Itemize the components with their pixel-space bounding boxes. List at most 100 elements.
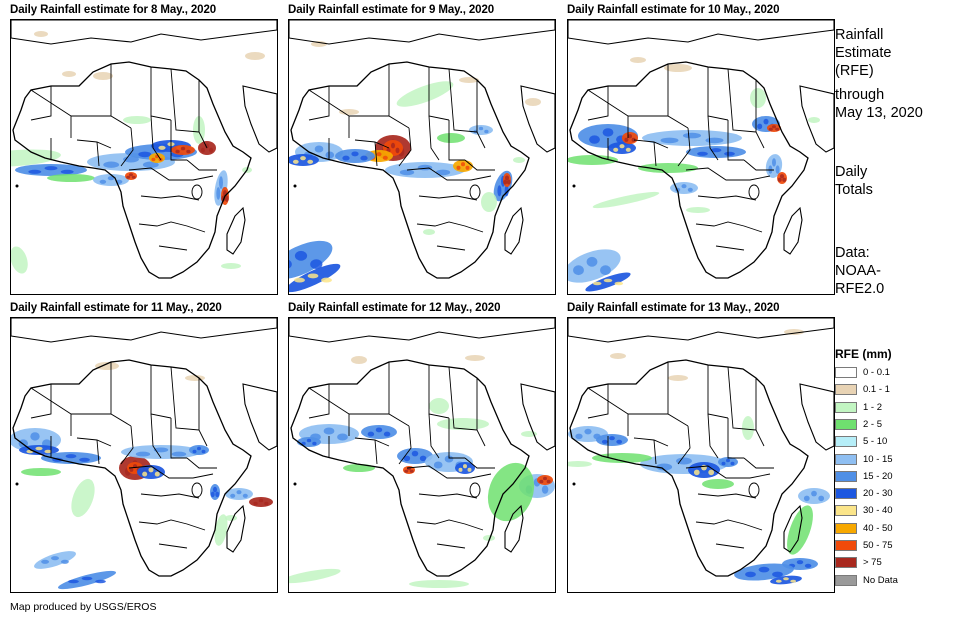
rain-cell [307, 273, 319, 279]
country-border [170, 418, 187, 459]
rain-cell [148, 467, 154, 473]
rainfall-pattern [568, 57, 820, 292]
rain-area [483, 535, 495, 541]
lake-outline [748, 482, 760, 498]
country-border [138, 221, 206, 233]
rainfall-pattern [289, 355, 555, 588]
rain-area [664, 64, 692, 72]
rain-cell [803, 495, 810, 502]
rain-cell [601, 439, 608, 444]
panel-title: Daily Rainfall estimate for 11 May., 202… [10, 302, 222, 314]
country-border [308, 86, 330, 121]
legend-swatch [835, 384, 857, 396]
country-border [727, 68, 757, 133]
rain-cell [294, 277, 305, 283]
legend-swatch [835, 574, 857, 586]
country-border [707, 365, 729, 419]
rain-cell [44, 449, 52, 454]
rain-area [343, 464, 375, 472]
rain-cell [783, 577, 789, 581]
rain-area [11, 149, 61, 167]
country-border [96, 439, 100, 465]
country-border [448, 418, 465, 459]
rain-cell [613, 147, 619, 152]
sidebar-title-line: (RFE) [835, 63, 874, 79]
rain-cell [129, 173, 133, 177]
country-border [150, 115, 162, 161]
sidebar-title-line: Estimate [835, 45, 892, 61]
legend-swatch [835, 401, 857, 413]
map-svg [568, 20, 834, 292]
sidebar-through-date: May 13, 2020 [835, 105, 923, 121]
legend-label: No Data [863, 574, 898, 586]
rain-area [47, 174, 95, 182]
legend-label: 50 - 75 [863, 540, 893, 551]
legend-swatch [835, 505, 857, 517]
rain-cell [236, 490, 242, 495]
rain-cell [624, 137, 629, 142]
rain-area [513, 157, 525, 163]
country-border [697, 195, 757, 201]
rain-cell [44, 166, 58, 171]
lake-outline [191, 482, 203, 498]
country-border [140, 195, 200, 201]
rain-cell [395, 147, 400, 154]
country-border [416, 221, 484, 233]
rain-cell [589, 135, 600, 144]
rain-area [21, 468, 61, 476]
rain-cell [758, 566, 770, 573]
sidebar-title: Rainfall Estimate (RFE) [835, 26, 891, 80]
rainfall-map [10, 19, 278, 295]
sidebar-through-line: through [835, 87, 885, 103]
rain-cell [294, 250, 308, 261]
country-border [71, 115, 132, 129]
africa-coastline [569, 359, 809, 577]
rain-cell [625, 147, 631, 152]
rain-cell [41, 559, 50, 564]
country-border [653, 141, 657, 167]
rain-cell [584, 428, 592, 435]
rain-area [311, 41, 327, 47]
rain-cell [382, 155, 388, 160]
country-border [398, 127, 412, 167]
rain-cell [205, 143, 209, 149]
landmass-outline [242, 383, 277, 451]
country-border [677, 425, 691, 465]
rain-cell [391, 142, 395, 149]
rain-cell [404, 469, 409, 473]
rain-area [668, 375, 688, 381]
rain-cell [300, 156, 306, 161]
rain-cell [772, 571, 783, 578]
rain-cell [60, 559, 69, 564]
country-border [186, 159, 217, 171]
rain-cell [175, 149, 180, 154]
sidebar-totals: Daily Totals [835, 163, 873, 199]
legend-item: 30 - 40 [835, 504, 945, 519]
country-border [140, 493, 200, 499]
rain-cell [201, 449, 206, 454]
country-border [633, 437, 669, 447]
panel-title: Daily Rainfall estimate for 13 May., 202… [567, 302, 780, 314]
country-border [476, 378, 486, 447]
rainfall-pattern [568, 329, 830, 585]
rain-area [123, 116, 151, 124]
rain-cell [697, 151, 708, 156]
country-border [150, 365, 172, 419]
rain-cell [367, 431, 375, 437]
legend-label: 0.1 - 1 [863, 384, 890, 396]
rain-cell [323, 427, 335, 435]
country-border [374, 439, 378, 465]
country-border [406, 465, 492, 479]
country-border [150, 413, 162, 459]
lake-outline [469, 482, 481, 498]
rain-cell [242, 493, 248, 498]
rain-area [686, 207, 710, 213]
rain-area [630, 57, 646, 63]
legend-swatch [835, 557, 857, 569]
rain-cell [310, 259, 323, 270]
rain-cell [210, 491, 215, 498]
madagascar-outline [226, 504, 246, 553]
country-border [464, 159, 495, 171]
rain-cell [95, 579, 106, 584]
rain-area [592, 191, 660, 209]
